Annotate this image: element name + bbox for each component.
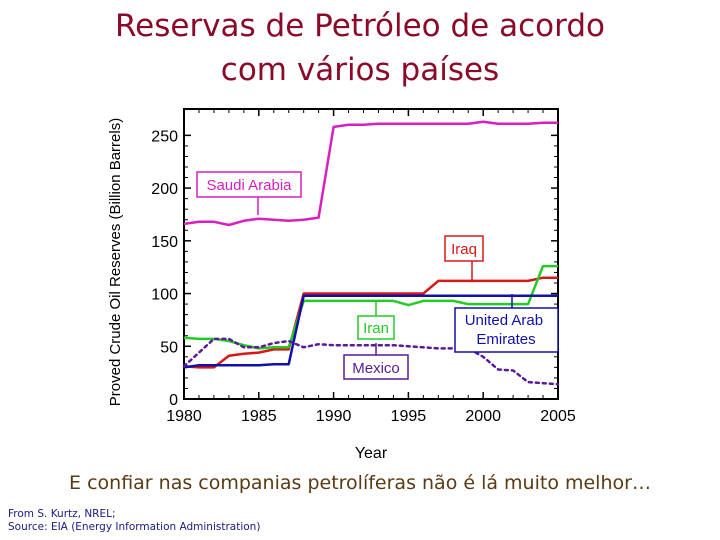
label-mexico-text: Mexico xyxy=(352,360,400,377)
x-axis-label: Year xyxy=(355,445,388,462)
label-iran: Iran xyxy=(357,302,395,340)
series-line-iraq xyxy=(183,276,558,369)
series-line-saudi-arabia xyxy=(183,120,558,227)
source-note: From S. Kurtz, NREL; Source: EIA (Energy… xyxy=(8,508,260,534)
y-tick-label: 250 xyxy=(151,128,178,145)
slide-title-line1: Reservas de Petróleo de acordo xyxy=(115,8,605,44)
x-tick-label: 2000 xyxy=(465,408,501,425)
x-tick-label: 1980 xyxy=(166,408,202,425)
label-saudi-arabia-text: Saudi Arabia xyxy=(206,177,292,194)
label-uae: United Arab Emirates xyxy=(454,294,559,353)
series-line-united-arab-emirates xyxy=(183,294,558,369)
series-line-iran xyxy=(183,264,558,350)
label-iraq: Iraq xyxy=(444,235,484,281)
label-iraq-text: Iraq xyxy=(451,241,477,258)
label-saudi-arabia: Saudi Arabia xyxy=(196,171,302,215)
slide-caption: E confiar nas companias petrolíferas não… xyxy=(69,472,651,494)
series-lines xyxy=(182,120,560,386)
y-axis-label: Proved Crude Oil Reserves (Billion Barre… xyxy=(107,118,124,406)
y-tick-label: 50 xyxy=(160,339,178,356)
x-tick-label: 1990 xyxy=(316,408,352,425)
series-line-mexico xyxy=(182,337,560,386)
x-tick-label: 1995 xyxy=(391,408,427,425)
y-tick-label: 150 xyxy=(151,234,178,251)
y-tick-label: 200 xyxy=(151,181,178,198)
slide-title: Reservas de Petróleo de acordo com vário… xyxy=(0,4,720,92)
y-tick-label: 0 xyxy=(169,392,178,409)
label-mexico: Mexico xyxy=(343,343,409,380)
slide-title-line2: com vários países xyxy=(220,52,500,88)
source-line2: Source: EIA (Energy Information Administ… xyxy=(8,521,261,533)
label-iran-text: Iran xyxy=(363,320,389,337)
source-line1: From S. Kurtz, NREL; xyxy=(8,508,116,520)
x-axis-ticks: 1980 1985 1990 1995 2000 2005 xyxy=(166,109,576,425)
x-tick-label: 1985 xyxy=(241,408,277,425)
plot-frame xyxy=(183,108,559,400)
x-tick-label: 2005 xyxy=(540,408,576,425)
y-tick-label: 100 xyxy=(151,287,178,304)
label-uae-text: United Arab Emirates xyxy=(465,312,548,348)
